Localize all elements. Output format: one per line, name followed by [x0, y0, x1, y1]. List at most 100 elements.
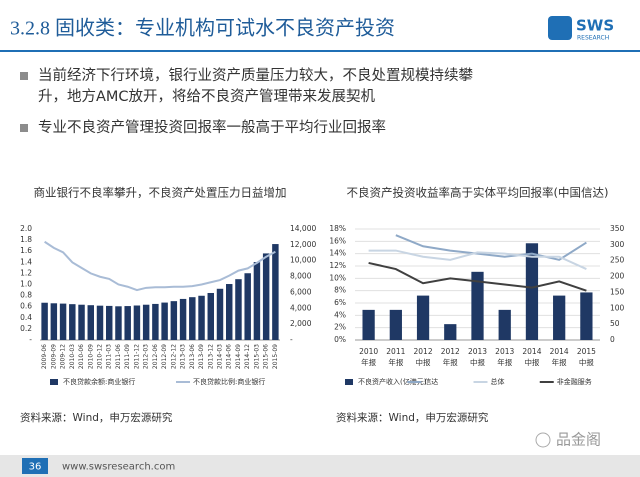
footer-bar	[0, 455, 640, 477]
x-tick-label: 2013	[495, 347, 514, 356]
x-tick-label: 2012-03	[143, 344, 150, 369]
y-tick-label: 0.6	[20, 302, 32, 311]
bar	[124, 306, 131, 340]
x-tick-label: 2014-12	[244, 344, 251, 369]
x-tick-label: 中报	[524, 357, 539, 367]
bar	[272, 244, 279, 340]
y2-tick-label: 100	[610, 303, 625, 312]
bar	[59, 303, 67, 340]
y2-tick-label: 250	[610, 256, 625, 265]
x-tick-label: 2011-12	[133, 344, 140, 369]
x-tick-label: 2014-03	[217, 344, 224, 369]
source: 资料来源：Wind，申万宏源研究	[20, 411, 173, 424]
y2-tick-label: 50	[610, 319, 620, 328]
bullet-text: 升，地方AMC放开，将给不良资产管理带来发展契机	[38, 88, 376, 105]
bullet-text: 专业不良资产管理投资回报率一般高于平均行业回报率	[38, 119, 386, 136]
x-tick-label: 2014	[522, 347, 541, 356]
y-tick-label: 18%	[329, 224, 346, 233]
line	[368, 249, 587, 270]
y-tick-label: 2.0	[20, 224, 32, 233]
x-tick-label: 2015	[577, 347, 596, 356]
x-tick-label: 2011-09	[124, 344, 131, 369]
bar	[142, 304, 150, 340]
x-tick-label: 年报	[497, 357, 512, 367]
y2-tick-label: 8,000	[290, 272, 312, 281]
x-tick-label: 2012-09	[161, 344, 168, 369]
legend-swatch	[50, 379, 58, 385]
bullet-marker	[20, 124, 28, 132]
y-tick-label: 2%	[334, 323, 346, 332]
bar	[216, 288, 224, 340]
bar	[580, 292, 593, 340]
y-tick-label: 10%	[329, 273, 346, 282]
bar	[253, 262, 261, 340]
legend-label: 总体	[491, 377, 505, 386]
bar	[362, 309, 375, 340]
bar	[525, 243, 539, 340]
x-tick-label: 2011-03	[106, 344, 113, 369]
source: 资料来源：Wind，申万宏源研究	[336, 411, 489, 424]
y-tick-label: 16%	[329, 236, 346, 245]
bar	[106, 305, 113, 340]
bar	[133, 305, 141, 340]
x-tick-label: 2013-03	[180, 344, 187, 369]
bar	[235, 279, 242, 340]
x-tick-label: 中报	[579, 357, 594, 367]
bar	[152, 303, 159, 340]
bar	[226, 284, 233, 340]
y-tick-label: 12%	[329, 261, 346, 270]
y2-tick-label: 200	[610, 272, 625, 281]
bar	[416, 295, 430, 340]
legend-label: 不良贷款比例:商业银行	[193, 377, 265, 386]
bullet-text: 当前经济下行环境，银行业资产质量压力较大，不良处置规模持续攀	[38, 66, 473, 84]
x-tick-label: 2013-06	[189, 344, 196, 369]
x-tick-label: 2012	[441, 347, 460, 356]
y2-tick-label: 2,000	[290, 319, 312, 328]
y-tick-label: 6%	[334, 298, 346, 307]
x-tick-label: 2013-09	[198, 344, 205, 369]
line	[44, 240, 276, 292]
x-tick-label: 2010	[359, 347, 378, 356]
y2-tick-label: 10,000	[290, 256, 316, 265]
bar	[198, 295, 205, 340]
y-tick-label: 14%	[329, 249, 346, 258]
y-tick-label: 0.8	[20, 291, 32, 300]
header-rule	[0, 50, 640, 52]
bar	[244, 273, 251, 340]
bar	[553, 295, 566, 340]
y2-tick-label: 4,000	[290, 303, 312, 312]
x-tick-label: 中报	[470, 357, 485, 367]
chart-title: 不良资产投资收益率高于实体平均回报率(中国信达)	[347, 186, 609, 200]
y2-tick-label: 350	[610, 224, 625, 233]
footer-url: www.swsresearch.com	[62, 462, 175, 473]
y-tick-label: 8%	[334, 286, 346, 295]
legend-swatch	[345, 379, 353, 385]
x-tick-label: 年报	[361, 357, 376, 367]
x-tick-label: 2010-03	[69, 344, 76, 369]
bullet-marker	[20, 72, 28, 80]
y-tick-label: -	[29, 335, 32, 344]
bar	[87, 305, 94, 340]
x-tick-label: 2015-06	[263, 344, 270, 369]
x-tick-label: 2012	[414, 347, 433, 356]
x-tick-label: 2010-12	[97, 344, 104, 369]
y2-tick-label: 14,000	[290, 224, 316, 233]
y-tick-label: 1.4	[20, 257, 32, 266]
legend-label: 非金融服务	[557, 377, 592, 386]
legend-label: 不良资产收入(亿港元)	[358, 377, 427, 386]
x-tick-label: 2014-09	[235, 344, 242, 369]
y-tick-label: 1.6	[20, 246, 32, 255]
line	[368, 261, 587, 292]
y-tick-label: 0%	[334, 335, 346, 344]
page-number: 36	[29, 462, 42, 473]
y2-tick-label: -	[290, 335, 293, 344]
y-tick-label: 1.0	[20, 280, 32, 289]
y-tick-label: 1.2	[20, 268, 32, 277]
bar	[78, 304, 85, 340]
legend-label: 信达	[424, 377, 438, 386]
x-tick-label: 年报	[388, 357, 403, 367]
watermark-icon	[535, 432, 551, 448]
legend-label: 不良贷款余额:商业银行	[63, 377, 135, 386]
